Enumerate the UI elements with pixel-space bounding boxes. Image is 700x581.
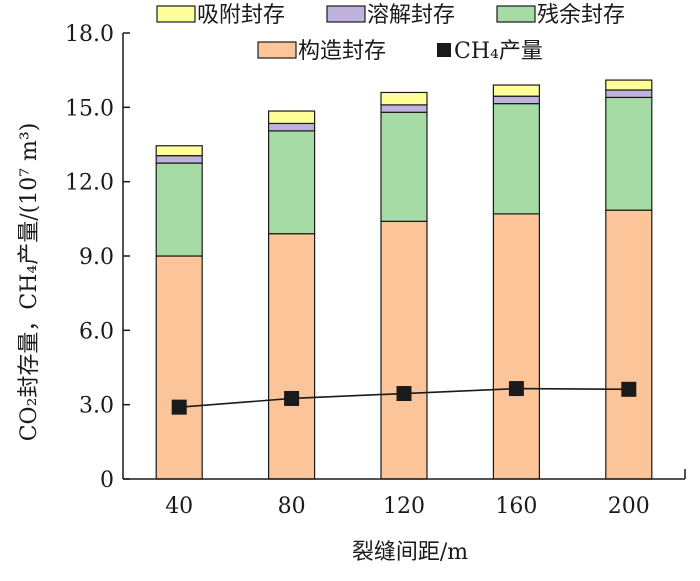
plot-area: 0 3.0 6.0 9.0 12.0 15.0 18.0 40 80 120 160 200 [65, 22, 686, 519]
bar-segment-3-80 [268, 122, 316, 132]
bar-segment-2-200 [605, 96, 653, 211]
ch4-point-80 [284, 390, 300, 406]
y-axis-title: CO₂封存量，CH₄产量/(10⁷ m³) [17, 123, 42, 442]
bar-segment-1-160 [492, 213, 540, 480]
legend-item: 吸附封存 [156, 3, 285, 28]
bar-segment-4-160 [492, 84, 540, 97]
y-tick-label: 6.0 [79, 319, 114, 344]
y-tick-label: 0 [100, 468, 114, 493]
bar-segment-4-80 [268, 110, 316, 125]
x-tick-label: 160 [495, 494, 537, 519]
legend-label: CH₄产量 [454, 39, 543, 64]
legend-label: 吸附封存 [197, 3, 285, 28]
bar-segment-2-80 [268, 130, 316, 235]
legend-item: 构造封存 [257, 39, 386, 64]
legend-label: 溶解封存 [367, 3, 455, 28]
x-axis-title: 裂缝间距/m [352, 540, 468, 565]
bar-segment-4-120 [380, 91, 428, 106]
ch4-point-40 [171, 399, 187, 415]
y-tick-label: 18.0 [65, 22, 114, 47]
x-tick-label: 200 [608, 494, 650, 519]
y-tick-label: 9.0 [79, 245, 114, 270]
bar-segment-2-40 [155, 162, 203, 257]
legend-swatch [257, 41, 297, 59]
legend-label: 构造封存 [298, 39, 386, 64]
legend-item: 残余封存 [496, 3, 625, 28]
x-tick-label: 80 [278, 494, 306, 519]
x-tick-label: 40 [165, 494, 193, 519]
y-tick-label: 15.0 [65, 96, 114, 121]
bar-segment-1-200 [605, 209, 653, 480]
bar-segment-4-200 [605, 79, 653, 91]
bar-segment-3-120 [380, 104, 428, 113]
y-tick-label: 12.0 [65, 171, 114, 196]
bar-segment-3-160 [492, 95, 540, 105]
y-tick-label: 3.0 [79, 394, 114, 419]
bar-segment-3-40 [155, 155, 203, 164]
legend-swatch [496, 5, 536, 23]
bar-segment-2-160 [492, 103, 540, 215]
legend-item: 溶解封存 [326, 3, 455, 28]
bar-segment-4-40 [155, 145, 203, 157]
legend-swatch [156, 5, 196, 23]
bar-segment-2-120 [380, 111, 428, 222]
ch4-point-160 [508, 381, 524, 397]
ch4-point-200 [621, 381, 637, 397]
legend-swatch [437, 43, 451, 57]
bar-segment-1-120 [380, 220, 428, 480]
bar-segment-1-80 [268, 233, 316, 480]
ch4-point-120 [396, 386, 412, 402]
bar-segment-1-40 [155, 255, 203, 480]
legend-label: 残余封存 [537, 3, 625, 28]
x-tick-label: 120 [383, 494, 425, 519]
bar-segment-3-200 [605, 89, 653, 99]
legend-swatch [326, 5, 366, 23]
legend-item: CH₄产量 [437, 39, 543, 64]
